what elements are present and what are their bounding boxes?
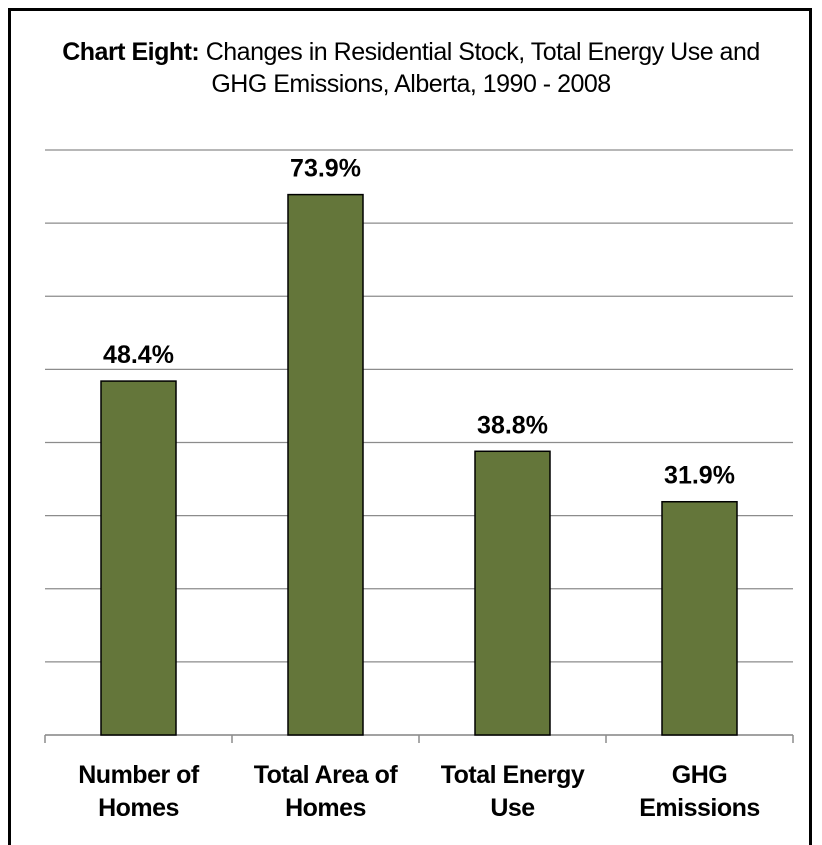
x-tick-label: GHG Emissions — [639, 761, 760, 822]
x-tick-label: Number of Homes — [78, 761, 199, 822]
title-label: Chart Eight: — [62, 38, 200, 66]
bar — [100, 380, 177, 736]
frame — [8, 8, 812, 845]
x-tick-label: Total Energy Use — [440, 761, 585, 822]
bar — [287, 193, 364, 736]
bar — [661, 500, 738, 736]
value-label: 73.9% — [290, 155, 361, 183]
value-label: 38.8% — [477, 411, 548, 439]
value-label: 48.4% — [103, 341, 174, 369]
bar — [474, 450, 551, 736]
chart-title: Chart Eight: Changes in Residential Stoc… — [61, 36, 761, 100]
title-text: Changes in Residential Stock, Total Ener… — [205, 38, 761, 98]
x-tick-label: Total Area of Homes — [253, 761, 398, 822]
value-label: 31.9% — [664, 462, 735, 490]
